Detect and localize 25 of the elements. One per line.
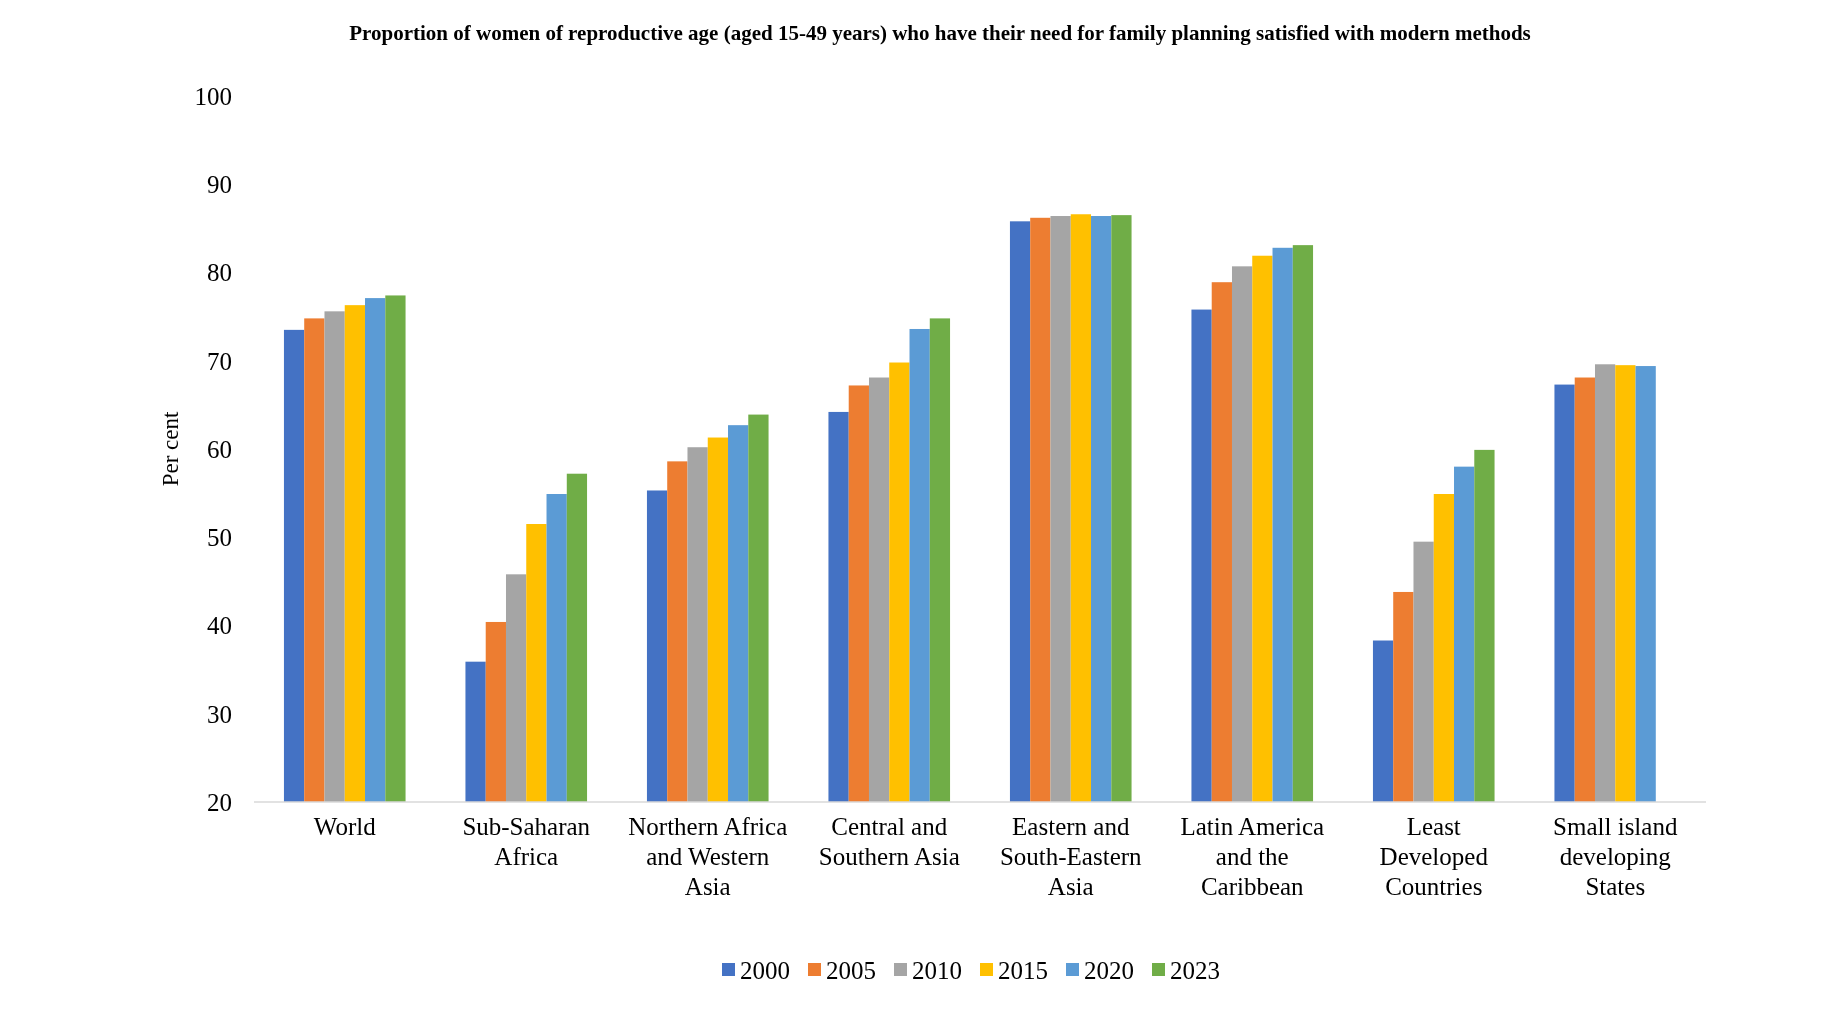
legend-label: 2010 bbox=[912, 956, 962, 984]
x-tick-label: Northern Africa and Western Asia bbox=[628, 813, 788, 900]
x-tick-label: Latin America and the Caribbean bbox=[1180, 813, 1325, 900]
y-tick-label: 50 bbox=[207, 524, 232, 551]
legend-label: 2005 bbox=[826, 956, 876, 984]
y-tick-label: 100 bbox=[194, 82, 232, 110]
legend-label: 2015 bbox=[998, 956, 1048, 984]
x-tick-label: Central and Southern Asia bbox=[818, 813, 960, 870]
y-tick-label: 30 bbox=[207, 700, 232, 728]
legend-label: 2000 bbox=[740, 956, 790, 984]
legend-label: 2020 bbox=[1084, 956, 1134, 984]
legend-label: 2023 bbox=[1170, 956, 1220, 984]
y-axis-title: Per cent bbox=[158, 411, 183, 487]
y-tick-label: 90 bbox=[207, 171, 232, 198]
x-tick-label: Eastern and South-Eastern Asia bbox=[999, 813, 1143, 900]
y-tick-label: 60 bbox=[207, 435, 232, 463]
y-tick-label: 40 bbox=[207, 612, 232, 640]
x-tick-label: Small island developing States bbox=[1553, 813, 1678, 900]
y-tick-label: 80 bbox=[207, 259, 232, 287]
x-tick-label: Sub-Saharan Africa bbox=[462, 813, 591, 870]
y-tick-label: 20 bbox=[207, 788, 232, 816]
y-tick-label: 70 bbox=[207, 347, 232, 375]
chart-title: Proportion of women of reproductive age (aged 15-49 years) who have their need for family planning satisfied with modern methods bbox=[349, 21, 1531, 45]
x-tick-label: World bbox=[313, 813, 377, 840]
x-tick-label: Least Developed Countries bbox=[1379, 813, 1489, 900]
